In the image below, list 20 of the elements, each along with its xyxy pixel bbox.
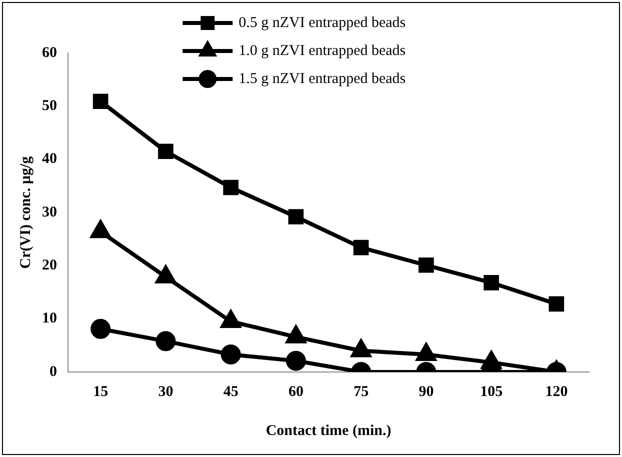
legend-label: 1.0 g nZVI entrapped beads bbox=[238, 42, 406, 59]
y-tick-label: 30 bbox=[42, 204, 57, 220]
y-axis-title: Cr(VI) conc. µg/g bbox=[18, 156, 34, 269]
y-tick-label: 50 bbox=[42, 98, 57, 114]
x-tick-label: 45 bbox=[223, 384, 238, 400]
y-tick-label: 10 bbox=[42, 310, 57, 327]
y-tick-label: 60 bbox=[42, 44, 57, 61]
y-tick-label: 0 bbox=[50, 364, 57, 380]
x-tick-label: 60 bbox=[288, 384, 304, 400]
x-tick-label: 120 bbox=[545, 384, 568, 400]
x-tick-label: 30 bbox=[158, 384, 174, 400]
x-tick-label: 15 bbox=[93, 384, 108, 400]
y-tick-label: 40 bbox=[42, 151, 57, 168]
x-tick-label: 105 bbox=[480, 384, 503, 400]
y-tick-label: 20 bbox=[42, 258, 57, 274]
x-axis-title: Contact time (min.) bbox=[266, 422, 392, 439]
x-tick-label: 75 bbox=[354, 384, 369, 400]
legend-label: 1.5 g nZVI entrapped beads bbox=[238, 70, 406, 87]
x-tick-label: 90 bbox=[418, 384, 434, 400]
legend-label: 0.5 g nZVI entrapped beads bbox=[238, 14, 406, 31]
